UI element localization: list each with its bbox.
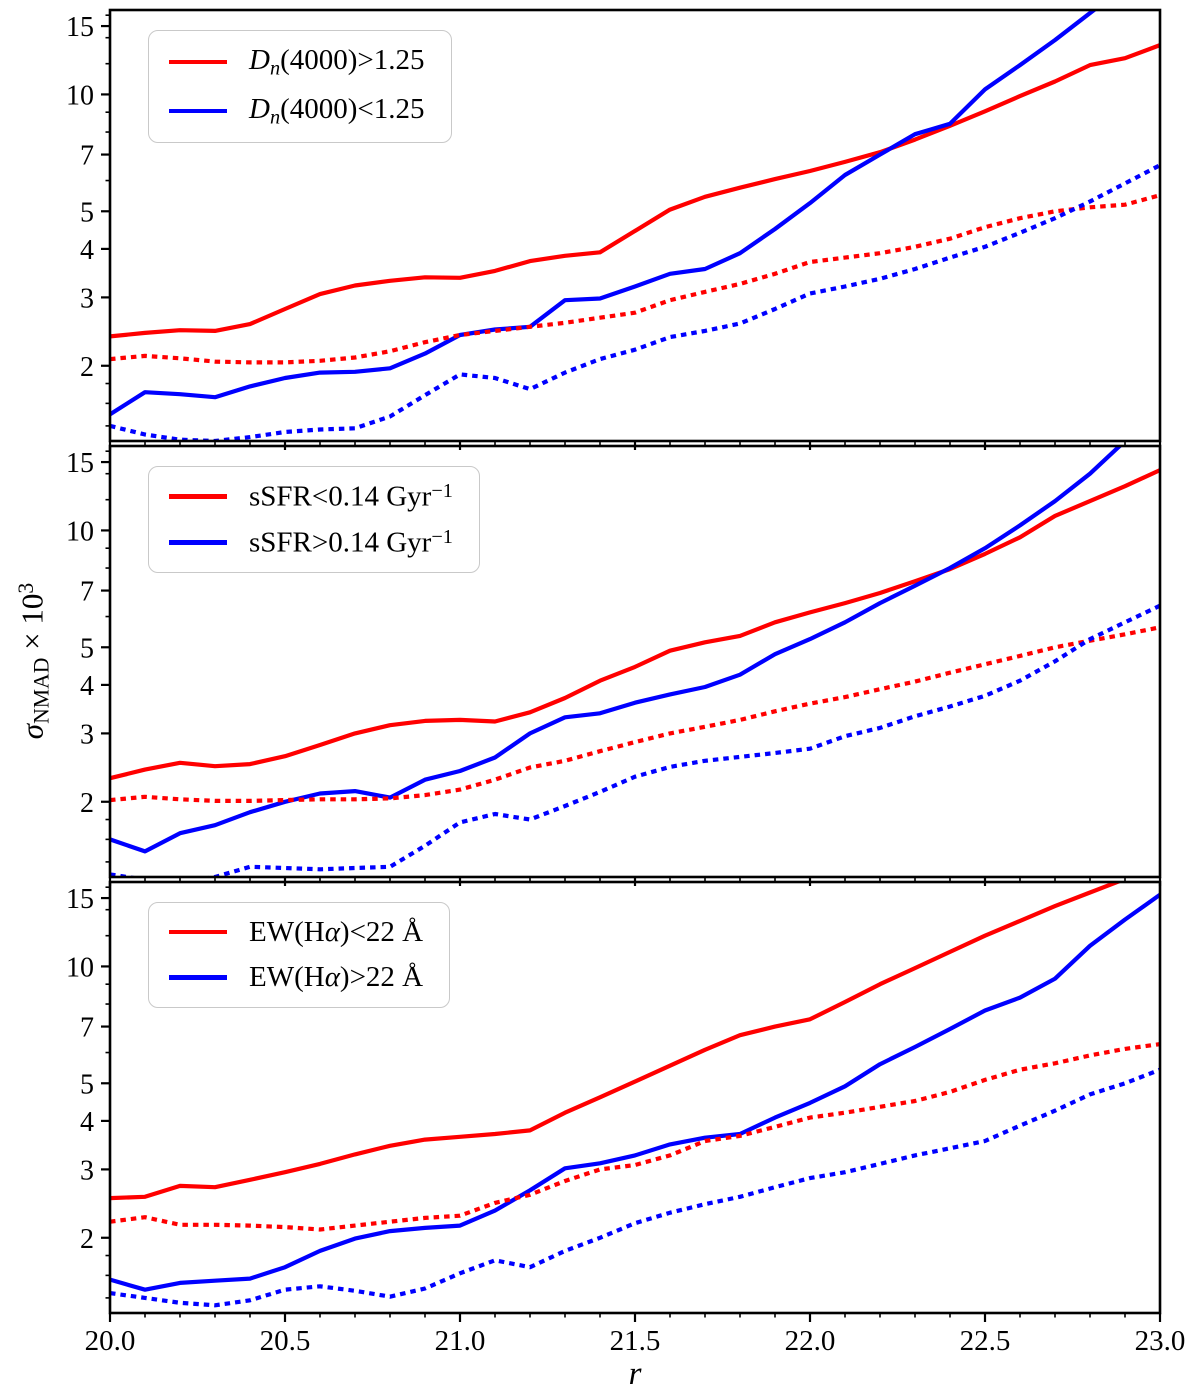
series-blue_solid-top [110, 10, 1098, 417]
x-tick-label: 20.0 [85, 1325, 136, 1357]
legend-line-blue-solid [169, 108, 227, 114]
y-tick-label: 15 [66, 448, 94, 479]
y-tick-label: 7 [80, 1013, 94, 1044]
y-tick-label: 2 [80, 788, 94, 819]
series-red_solid-middle [110, 468, 1160, 781]
series-red_solid-bottom [110, 882, 1124, 1201]
legend-entry: Dn(4000)<1.25 [169, 93, 425, 129]
label-segment: sSFR>0.14 Gyr [249, 526, 432, 559]
y-axis-label: σNMAD × 103 [14, 583, 55, 739]
legend-bottom: EW(Hα)<22 Å EW(Hα)>22 Å [148, 902, 451, 1008]
x-tick-label: 22.0 [785, 1325, 836, 1357]
series-blue_solid-bottom [110, 892, 1160, 1292]
panel-frame [108, 880, 1162, 1315]
legend-label: sSFR<0.14 Gyr−1 [249, 480, 453, 513]
label-segment: α [324, 916, 340, 948]
y-tick-label: 2 [80, 1224, 94, 1255]
label-segment: EW(H [249, 961, 325, 994]
y-tick-label: 4 [80, 235, 94, 266]
series-blue_solid-middle [110, 446, 1123, 854]
legend-line-red-solid [169, 929, 227, 935]
x-tick-label: 23.0 [1135, 1325, 1186, 1357]
label-segment: 3 [13, 582, 38, 594]
label-segment: n [269, 106, 281, 129]
series-blue_dotted-bottom [110, 1067, 1160, 1308]
series-red_dotted-top [110, 193, 1160, 365]
legend-label: Dn(4000)<1.25 [249, 93, 425, 129]
legend-label: Dn(4000)>1.25 [249, 44, 425, 80]
label-segment: (4000)>1.25 [280, 44, 425, 76]
legend-line-red-solid [169, 494, 227, 499]
panel-frame [108, 8, 1162, 443]
legend-entry: EW(Hα)>22 Å [169, 961, 423, 993]
y-tick-label: 4 [80, 1107, 94, 1138]
y-tick-label: 5 [80, 197, 94, 228]
y-tick-label: 7 [80, 577, 94, 608]
legend-entry: Dn(4000)>1.25 [169, 44, 425, 80]
label-segment: EW(H [249, 916, 325, 948]
y-tick-label: 5 [80, 1069, 94, 1100]
series-red_solid-top [110, 43, 1160, 339]
y-tick-label: 15 [66, 12, 94, 43]
legend-entry: sSFR<0.14 Gyr−1 [169, 480, 453, 513]
y-tick-label: 3 [80, 719, 94, 750]
series-blue_dotted-top [110, 163, 1160, 441]
y-tick-label: 4 [80, 671, 94, 702]
legend-entry: EW(Hα)<22 Å [169, 916, 423, 948]
label-segment: −1 [431, 526, 453, 549]
label-segment: D [249, 44, 270, 76]
label-segment: D [249, 93, 270, 126]
y-tick-label: 15 [66, 884, 94, 915]
x-tick-label: 21.5 [610, 1325, 661, 1357]
legend-label: EW(Hα)>22 Å [249, 961, 423, 993]
legend-top: Dn(4000)>1.25 Dn(4000)<1.25 [148, 30, 452, 144]
label-segment: NMAD [29, 657, 54, 724]
x-axis-label: r [628, 1356, 642, 1392]
x-tick-label: 20.5 [260, 1325, 311, 1357]
legend-line-blue-solid [169, 975, 227, 980]
x-tick-label: 21.0 [435, 1325, 486, 1357]
legend-line-blue-solid [169, 540, 227, 545]
legend-line-red-solid [169, 59, 227, 65]
label-segment: n [269, 57, 281, 80]
y-tick-label: 3 [80, 1155, 94, 1186]
panel-frame [108, 444, 1162, 879]
legend-middle: sSFR<0.14 Gyr−1 sSFR>0.14 Gyr−1 [148, 466, 480, 574]
x-tick-label: 22.5 [960, 1325, 1011, 1357]
label-segment: sSFR<0.14 Gyr [249, 480, 432, 513]
label-segment: α [324, 961, 340, 994]
y-tick-label: 2 [80, 352, 94, 383]
panel-middle: 2 3 4 5 7 10 15 [66, 444, 1162, 886]
y-tick-label: 3 [80, 283, 94, 314]
y-tick-label: 10 [66, 80, 94, 111]
panel-bottom: 2 3 4 5 7 10 15 20.0 20.5 21.0 21.5 22.0 22.5 23.0 [66, 880, 1186, 1357]
y-tick-label: 5 [80, 633, 94, 664]
label-segment: −1 [431, 480, 453, 502]
legend-label: sSFR>0.14 Gyr−1 [249, 526, 453, 559]
panel-top: 2 3 4 5 7 10 15 [66, 8, 1162, 450]
y-tick-label: 10 [66, 516, 94, 547]
legend-entry: sSFR>0.14 Gyr−1 [169, 526, 453, 559]
series-blue_dotted-middle [110, 603, 1160, 877]
label-segment: )<22 Å [339, 916, 424, 948]
series-red_dotted-bottom [110, 1042, 1160, 1232]
legend-label: EW(Hα)<22 Å [249, 916, 423, 948]
label-segment: (4000)<1.25 [280, 93, 425, 126]
label-segment: )>22 Å [339, 961, 424, 994]
label-segment: × 10 [14, 593, 50, 658]
y-tick-label: 10 [66, 952, 94, 983]
y-tick-label: 7 [80, 141, 94, 172]
label-segment: σ [14, 723, 50, 740]
